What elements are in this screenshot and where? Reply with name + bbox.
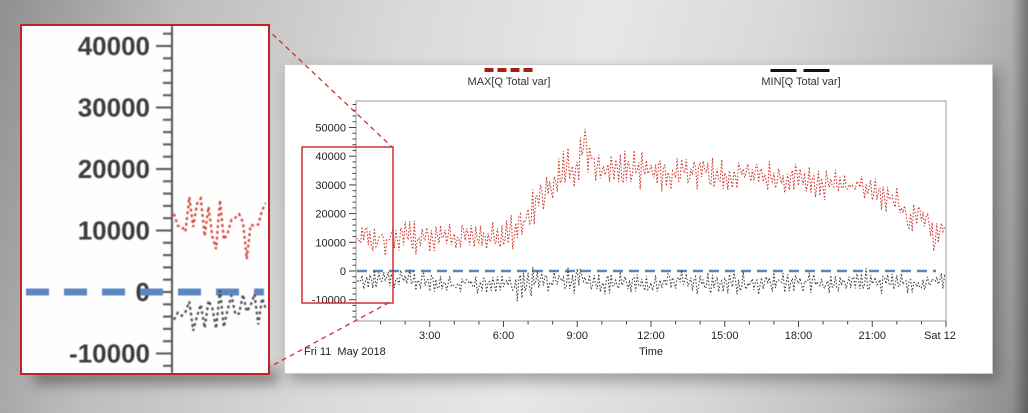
min-series-dash-icon: [769, 69, 832, 72]
svg-text:12:00: 12:00: [637, 330, 665, 342]
svg-text:21:00: 21:00: [858, 330, 886, 342]
svg-text:18:00: 18:00: [785, 330, 813, 342]
svg-text:20000: 20000: [78, 154, 150, 184]
svg-text:30000: 30000: [78, 93, 150, 123]
svg-text:40000: 40000: [315, 151, 346, 163]
legend-item-max[interactable]: MAX[Q Total var]: [467, 68, 551, 88]
photo-edge-shade: [1012, 0, 1028, 413]
x-axis-title: Time: [638, 346, 664, 358]
svg-text:-10000: -10000: [312, 295, 346, 307]
x-axis-start-date-label: Fri 11 May 2018: [304, 346, 386, 358]
svg-text:9:00: 9:00: [567, 330, 588, 342]
max-series-dash-icon: [485, 68, 533, 72]
svg-text:20000: 20000: [315, 209, 346, 221]
svg-text:10000: 10000: [78, 216, 150, 246]
chart-legend: MAX[Q Total var] MIN[Q Total var]: [285, 68, 992, 98]
svg-text:3:00: 3:00: [419, 330, 440, 342]
svg-text:0: 0: [340, 266, 346, 278]
main-plot-area[interactable]: -10000 0 10000 20000 30000 40000 50000 3:00 6:00…: [285, 65, 992, 373]
legend-label-min: MIN[Q Total var]: [761, 76, 841, 88]
svg-text:6:00: 6:00: [493, 330, 514, 342]
chart-panel: MAX[Q Total var] MIN[Q Total var] -10000…: [284, 64, 993, 374]
legend-label-max: MAX[Q Total var]: [467, 76, 551, 88]
svg-text:10000: 10000: [315, 237, 346, 249]
legend-item-min[interactable]: MIN[Q Total var]: [761, 68, 841, 88]
svg-text:Sat 12: Sat 12: [924, 330, 956, 342]
svg-text:-10000: -10000: [69, 339, 150, 369]
svg-text:30000: 30000: [315, 180, 346, 192]
svg-text:40000: 40000: [78, 31, 150, 61]
svg-text:50000: 50000: [315, 123, 346, 135]
svg-text:15:00: 15:00: [711, 330, 739, 342]
